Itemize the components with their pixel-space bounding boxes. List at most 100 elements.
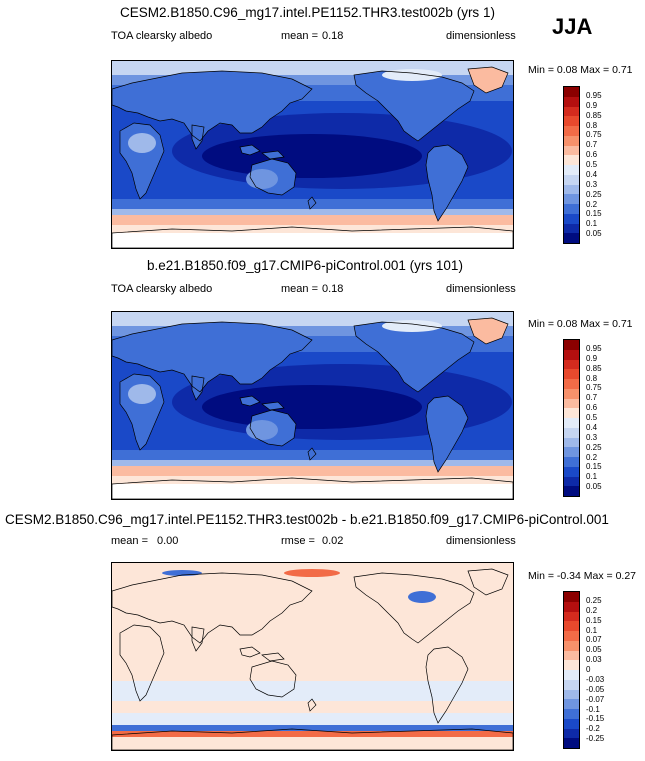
min-label: Min = <box>528 64 554 76</box>
colorbar-swatch <box>564 699 579 709</box>
colorbar-tick-label: 0.25 <box>586 595 602 605</box>
colorbar-swatch <box>564 349 579 360</box>
colorbar-swatch <box>564 379 579 389</box>
colorbar-swatch <box>564 738 579 748</box>
colorbar-tick-label: 0.05 <box>586 645 602 655</box>
max-value: 0.71 <box>612 64 633 76</box>
colorbar-swatch <box>564 728 579 739</box>
colorbar-tick-label: 0.4 <box>586 422 598 432</box>
colorbar-tick-label: 0.05 <box>586 229 602 239</box>
colorbar-swatch <box>564 398 579 409</box>
max-label: Max = <box>580 64 610 76</box>
min-max-readout: Min = -0.34 Max = 0.27 <box>528 570 636 582</box>
units-label: dimensionless <box>446 283 516 295</box>
max-label: Max = <box>580 318 610 330</box>
colorbar-tick-label: -0.2 <box>586 724 600 734</box>
map-plot <box>111 562 514 751</box>
colorbar-swatch <box>564 155 579 165</box>
colorbar-tick-label: 0 <box>586 665 591 674</box>
colorbar-tick-label: 0.1 <box>586 625 598 635</box>
colorbar-swatch <box>564 184 579 195</box>
colorbar-tick-label: 0.9 <box>586 100 598 110</box>
colorbar-swatch <box>564 660 579 670</box>
colorbar-swatch <box>564 174 579 185</box>
colorbar-tick-label: -0.03 <box>586 674 605 684</box>
mean-value: 0.00 <box>157 535 179 547</box>
colorbar-swatch <box>564 359 579 370</box>
colorbar-tick-label: 0.5 <box>586 160 598 169</box>
colorbar-tick-label: -0.05 <box>586 684 605 694</box>
mean-label: mean = <box>111 535 148 547</box>
colorbar <box>563 591 580 749</box>
colorbar-tick-label: 0.3 <box>586 179 598 189</box>
colorbar <box>563 339 580 497</box>
colorbar-swatch <box>564 611 579 622</box>
mean-label: mean = <box>281 283 318 295</box>
colorbar-tick-label: 0.85 <box>586 363 602 373</box>
colorbar-swatch <box>564 709 579 719</box>
colorbar-tick-label: 0.5 <box>586 413 598 422</box>
season-label: JJA <box>552 14 593 39</box>
min-value: 0.08 <box>556 64 578 76</box>
map-plot <box>111 60 514 249</box>
colorbar-swatch <box>564 194 579 204</box>
colorbar-tick-label: 0.25 <box>586 189 602 199</box>
panel-title: CESM2.B1850.C96_mg17.intel.PE1152.THR3.t… <box>5 512 609 527</box>
colorbar-swatch <box>564 689 579 700</box>
colorbar-tick-label: -0.15 <box>586 714 605 724</box>
colorbar-swatch <box>564 592 579 602</box>
rmse-value: 0.02 <box>322 535 344 547</box>
colorbar-tick-label: 0.05 <box>586 482 602 492</box>
colorbar-tick-label: 0.1 <box>586 472 598 482</box>
mean-label: mean = <box>281 30 318 42</box>
colorbar-swatch <box>564 116 579 126</box>
colorbar-tick-label: -0.25 <box>586 734 605 744</box>
colorbar-tick-label: 0.9 <box>586 353 598 363</box>
colorbar-swatch <box>564 427 579 438</box>
colorbar-swatch <box>564 486 579 496</box>
colorbar-swatch <box>564 106 579 117</box>
variable-label: TOA clearsky albedo <box>111 283 213 295</box>
colorbar-tick-label: 0.15 <box>586 615 602 625</box>
colorbar-swatch <box>564 408 579 418</box>
colorbar-tick-label: 0.2 <box>586 199 598 209</box>
colorbar-swatch <box>564 233 579 243</box>
colorbar-tick-label: 0.6 <box>586 403 598 413</box>
colorbar-swatch <box>564 369 579 379</box>
colorbar-swatch <box>564 670 579 680</box>
panel-title: b.e21.B1850.f09_g17.CMIP6-piControl.001 … <box>147 258 463 273</box>
mean-value: 0.18 <box>322 30 344 42</box>
rmse-label: rmse = <box>281 535 315 547</box>
mean-value: 0.18 <box>322 283 344 295</box>
panel-title: CESM2.B1850.C96_mg17.intel.PE1152.THR3.t… <box>120 5 495 20</box>
colorbar-tick-label: 0.8 <box>586 373 598 383</box>
colorbar-swatch <box>564 457 579 467</box>
colorbar-swatch <box>564 640 579 651</box>
colorbar-tick-label: 0.8 <box>586 120 598 130</box>
colorbar-tick-label: 0.1 <box>586 219 598 229</box>
colorbar-tick-label: 0.95 <box>586 343 602 353</box>
colorbar-swatch <box>564 466 579 477</box>
colorbar-tick-label: 0.7 <box>586 393 598 403</box>
colorbar-tick-label: 0.03 <box>586 655 602 665</box>
colorbar-swatch <box>564 165 579 175</box>
colorbar-tick-label: 0.3 <box>586 432 598 442</box>
variable-label: TOA clearsky albedo <box>111 30 213 42</box>
colorbar-swatch <box>564 601 579 612</box>
colorbar-swatch <box>564 223 579 234</box>
units-label: dimensionless <box>446 30 516 42</box>
colorbar-swatch <box>564 437 579 448</box>
colorbar-swatch <box>564 447 579 457</box>
colorbar-swatch <box>564 87 579 97</box>
colorbar-swatch <box>564 388 579 399</box>
colorbar-tick-label: -0.07 <box>586 694 605 704</box>
colorbar-swatch <box>564 631 579 641</box>
colorbar-tick-label: 0.7 <box>586 140 598 150</box>
min-value: 0.08 <box>556 318 578 330</box>
colorbar-tick-label: 0.2 <box>586 605 598 615</box>
colorbar-swatch <box>564 213 579 224</box>
colorbar <box>563 86 580 244</box>
colorbar-swatch <box>564 476 579 487</box>
map-plot <box>111 311 514 500</box>
min-label: Min = <box>528 570 554 582</box>
